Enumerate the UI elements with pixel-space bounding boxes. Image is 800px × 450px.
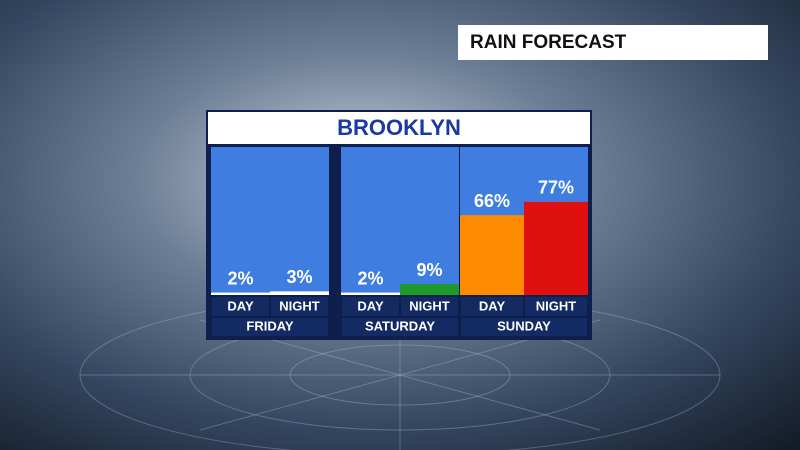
category-label: NIGHT [409, 298, 450, 313]
group-label: FRIDAY [246, 318, 294, 333]
group-cell [342, 318, 458, 336]
panel [341, 147, 459, 295]
category-cell [525, 297, 587, 316]
group-label: SATURDAY [365, 318, 435, 333]
bar [270, 291, 329, 295]
category-cell [271, 297, 328, 316]
category-label: DAY [227, 298, 254, 313]
value-label: 66% [474, 191, 510, 211]
category-cell [461, 297, 523, 316]
category-cell [342, 297, 399, 316]
category-label: NIGHT [536, 298, 577, 313]
header-box [458, 25, 768, 60]
value-label: 3% [286, 267, 312, 287]
title-box [208, 112, 590, 144]
value-label: 2% [357, 268, 383, 288]
value-label: 2% [227, 268, 253, 288]
group-cell [461, 318, 587, 336]
category-label: DAY [479, 298, 506, 313]
category-label: DAY [357, 298, 384, 313]
bar [460, 215, 524, 295]
bar [211, 292, 270, 295]
panel [211, 147, 329, 295]
value-label: 9% [416, 260, 442, 280]
category-cell [212, 297, 269, 316]
category-label: NIGHT [279, 298, 320, 313]
group-label: SUNDAY [497, 318, 551, 333]
bar [524, 201, 588, 295]
value-label: 77% [538, 178, 574, 198]
bar [341, 292, 400, 295]
category-cell [401, 297, 458, 316]
header: RAIN FORECAST [470, 32, 627, 53]
bar [400, 284, 459, 295]
chart-title: BROOKLYN [337, 115, 461, 140]
group-cell [212, 318, 328, 336]
panels: 2% DAY 3% NIGHT FRIDAY 2% DAY 9% NIGHT SATURDAY 66… [211, 147, 588, 336]
